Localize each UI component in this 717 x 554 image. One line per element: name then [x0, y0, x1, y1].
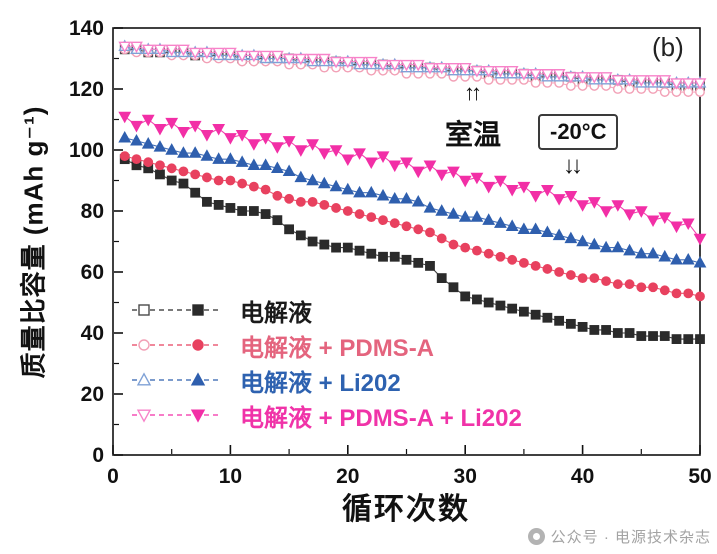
series-4-filled-square: [119, 154, 705, 344]
legend-marker-li202: [132, 372, 220, 386]
y-axis-label: 质量比容量 (mAh g⁻¹): [18, 105, 49, 379]
series-6-filled-triangle-up: [118, 130, 707, 268]
svg-text:60: 60: [81, 261, 104, 284]
svg-text:120: 120: [69, 78, 104, 101]
room-temp-annotation: 室温: [445, 119, 502, 150]
svg-text:30: 30: [454, 465, 477, 488]
legend-label: 电解液 + PDMS-A + Li202: [240, 404, 522, 432]
legend-label: 电解液 + PDMS-A: [240, 334, 435, 362]
legend-item: 电解液 + PDMS-A: [128, 332, 522, 362]
svg-text:0: 0: [107, 465, 119, 488]
svg-text:80: 80: [81, 200, 104, 223]
axis-ticks: 0 20 40 60 80 100 120 140 0 10 20 30 40 50: [69, 17, 712, 488]
cold-temp-annotation: -20°C: [538, 114, 619, 150]
svg-text:50: 50: [688, 465, 711, 488]
legend-item: 电解液: [128, 297, 522, 327]
legend-item: 电解液 + PDMS-A + Li202: [128, 402, 522, 432]
svg-text:20: 20: [81, 383, 104, 406]
legend-marker-pdms-a-li202: [132, 409, 220, 423]
series-7-filled-triangle-down: [118, 111, 707, 246]
series-3-open-triangle-down: [118, 41, 707, 90]
svg-text:0: 0: [92, 444, 104, 467]
legend-label: 电解液: [240, 299, 312, 327]
svg-text:40: 40: [571, 465, 594, 488]
panel-label: (b): [652, 32, 684, 62]
svg-text:10: 10: [219, 465, 242, 488]
legend-label: 电解液 + Li202: [240, 369, 401, 397]
watermark-text: 公众号 · 电源技术杂志: [550, 529, 711, 546]
svg-text:100: 100: [69, 139, 104, 162]
up-arrows-icon: ↑↑: [464, 80, 482, 105]
svg-text:40: 40: [81, 322, 104, 345]
down-arrows-icon: ↓↓: [563, 152, 583, 179]
series-5-filled-circle: [119, 151, 705, 302]
legend: 电解液 电解液 + PDMS-A 电解液 + Li202 电解液 + PDMS-…: [128, 297, 522, 437]
legend-marker-electrolyte: [132, 304, 220, 316]
svg-text:20: 20: [336, 465, 359, 488]
legend-item: 电解液 + Li202: [128, 367, 522, 397]
svg-text:140: 140: [69, 17, 104, 40]
x-axis-label: 循环次数: [342, 493, 470, 526]
legend-marker-pdms-a: [132, 339, 220, 351]
watermark: 公众号 · 电源技术杂志: [527, 526, 711, 547]
watermark-logo-icon: [527, 528, 545, 545]
